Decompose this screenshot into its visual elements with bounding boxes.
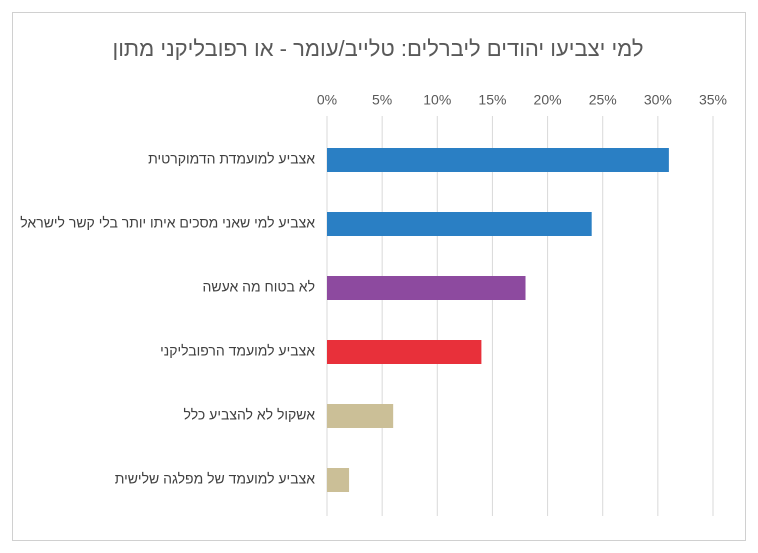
category-label: אשקול לא להצביע כלל bbox=[184, 407, 316, 423]
x-tick-label: 10% bbox=[423, 92, 451, 108]
category-label: אצביע למועמדת הדמוקרטית bbox=[148, 151, 315, 167]
bar bbox=[327, 468, 350, 492]
chart-title: למי יצביעו יהודים ליברלים: טלייב/עומר - … bbox=[113, 36, 644, 61]
x-tick-label: 5% bbox=[372, 92, 392, 108]
category-label: אצביע למי שאני מסכים איתו יותר בלי קשר ל… bbox=[20, 215, 315, 231]
bar bbox=[327, 404, 394, 428]
category-label: אצביע למועמד הרפובליקני bbox=[160, 343, 315, 359]
x-tick-label: 30% bbox=[644, 92, 672, 108]
x-tick-label: 25% bbox=[589, 92, 617, 108]
bar bbox=[327, 340, 482, 364]
category-label: אצביע למועמד של מפלגה שלישית bbox=[115, 471, 316, 487]
bar bbox=[327, 212, 592, 236]
bar bbox=[327, 148, 669, 172]
x-tick-label: 15% bbox=[478, 92, 506, 108]
x-tick-label: 0% bbox=[317, 92, 337, 108]
x-tick-label: 35% bbox=[699, 92, 727, 108]
category-label: לא בטוח מה אעשה bbox=[203, 279, 316, 295]
x-tick-label: 20% bbox=[534, 92, 562, 108]
bar bbox=[327, 276, 526, 300]
